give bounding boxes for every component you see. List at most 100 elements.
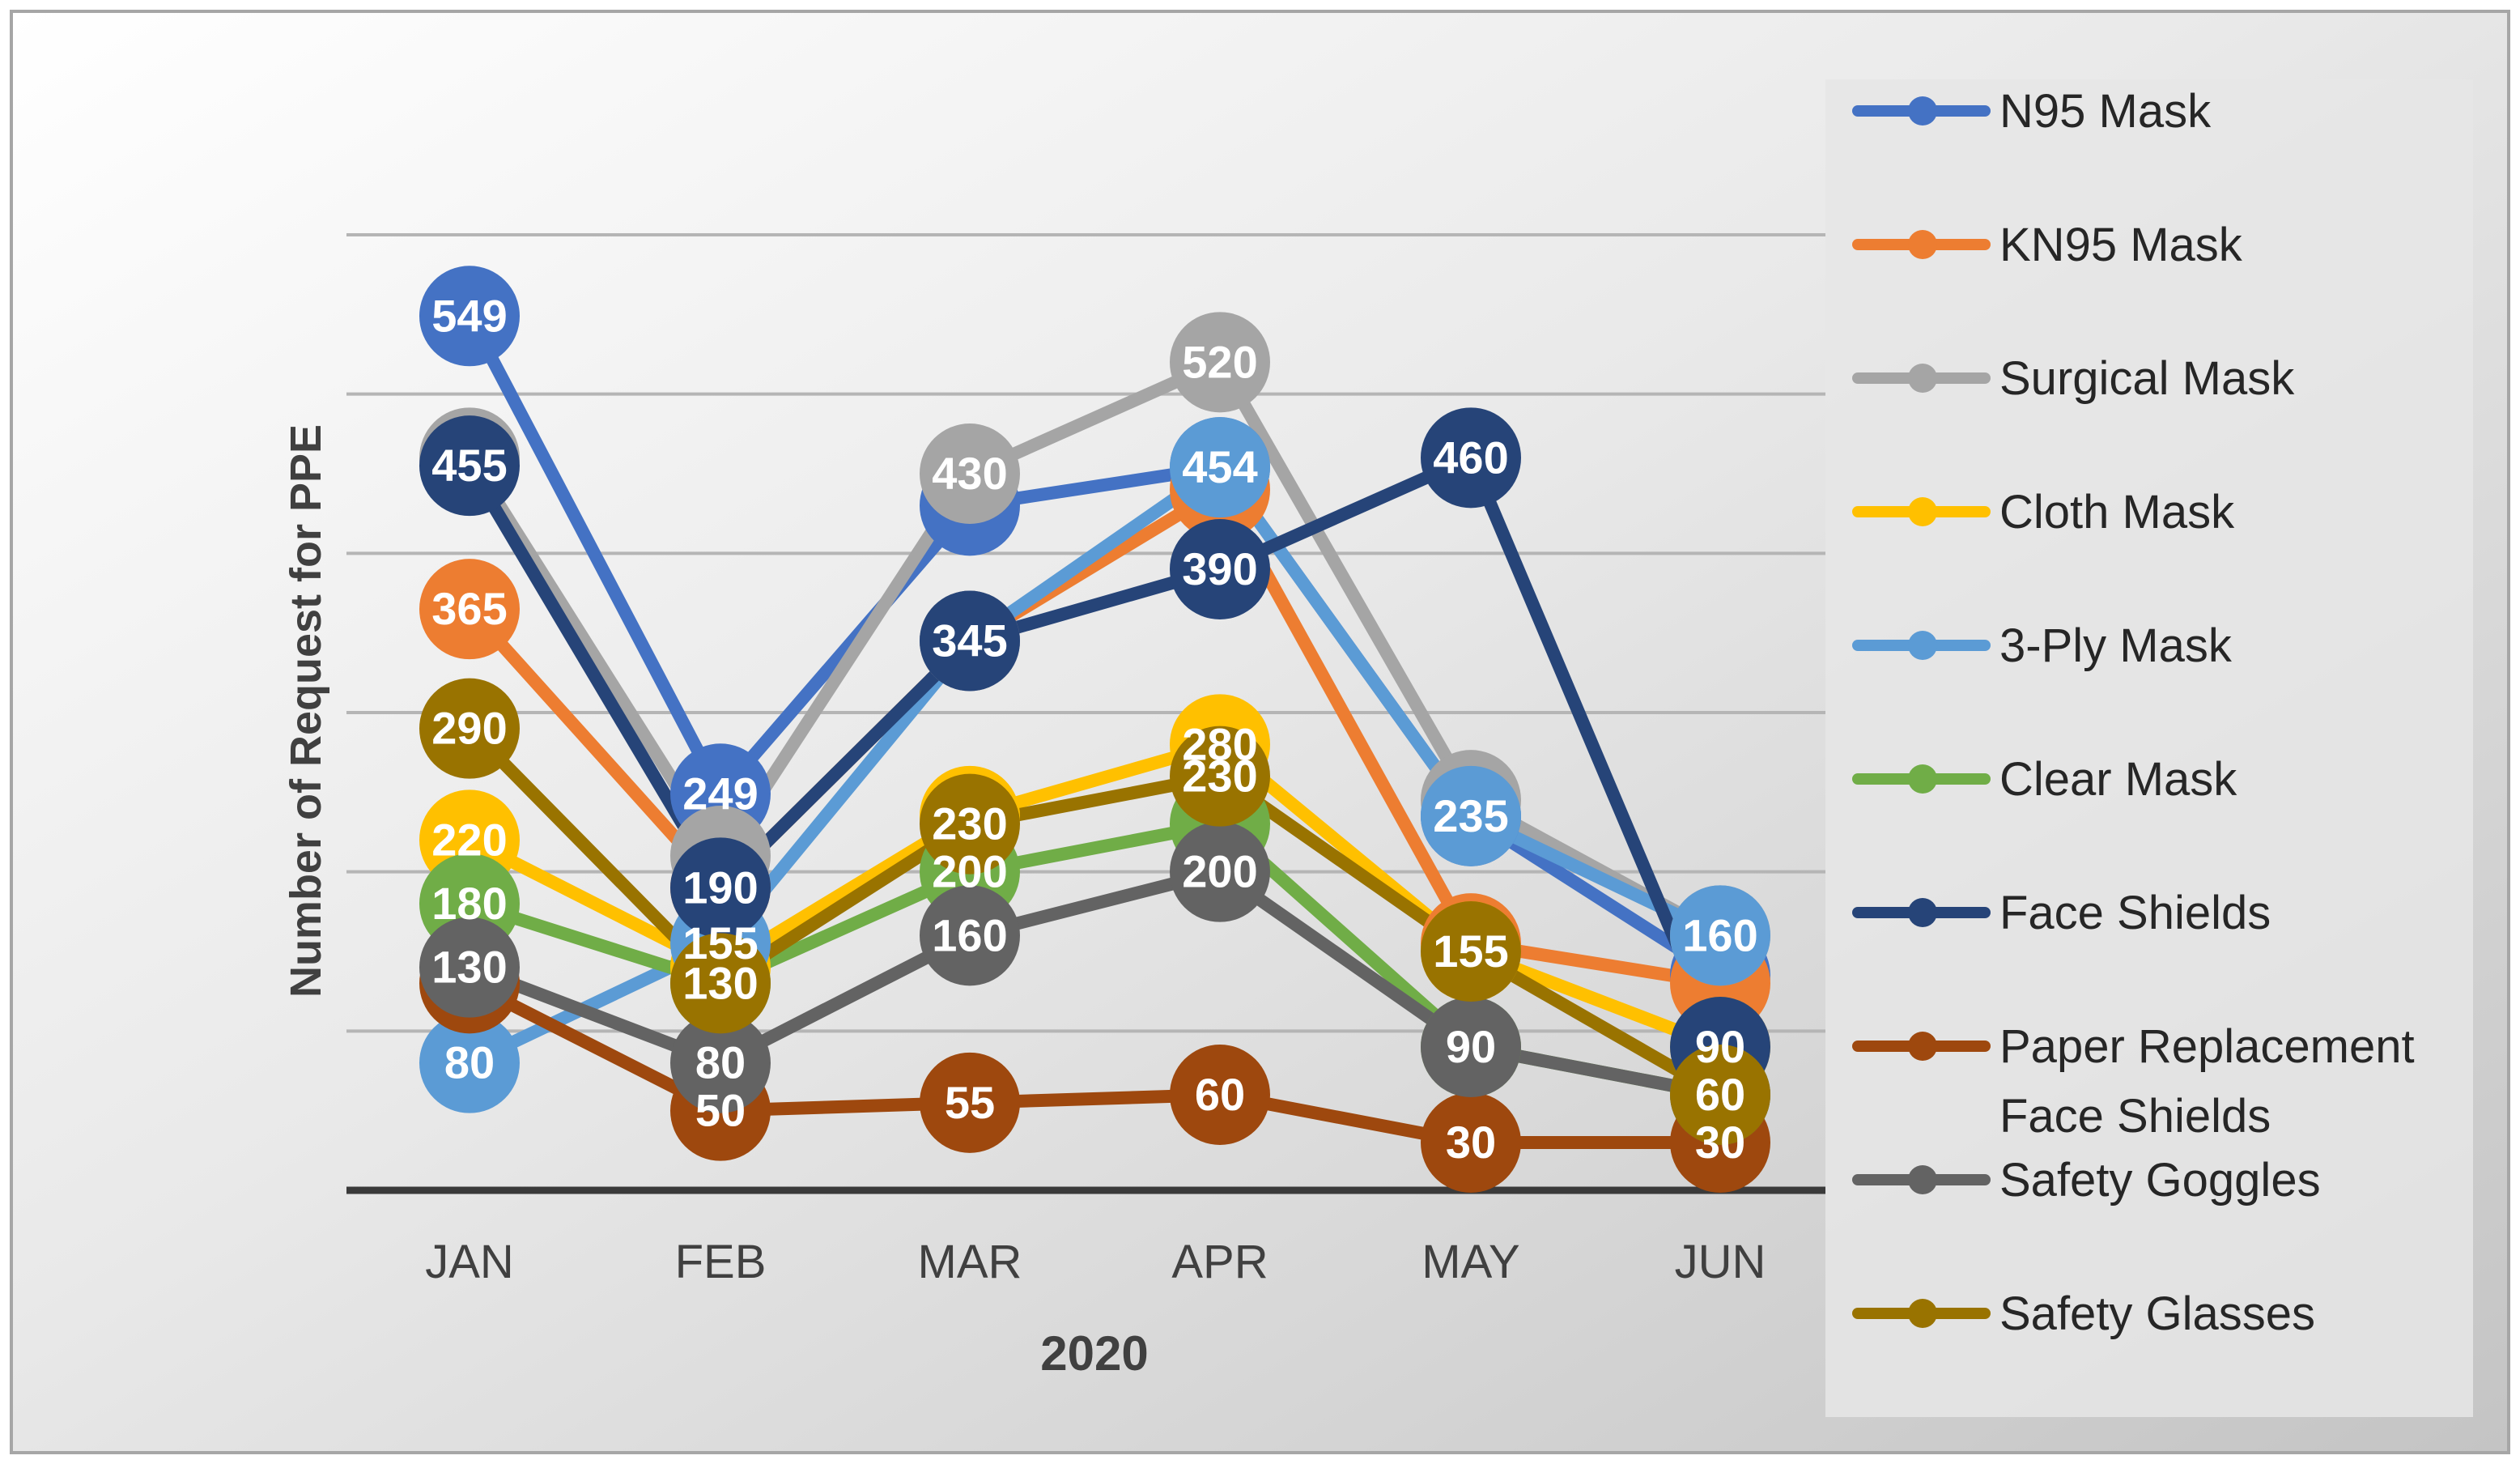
legend-label: N95 Mask — [1999, 85, 2212, 138]
data-point — [670, 1012, 771, 1113]
legend-item: KN95 Mask — [1852, 219, 2243, 271]
data-point — [920, 1052, 1020, 1153]
data-label: 230 — [932, 798, 1007, 849]
data-label: 290 — [431, 703, 507, 754]
data-point — [1421, 407, 1521, 509]
data-label: 235 — [1433, 790, 1508, 841]
legend-item: Paper Replacement Face Shields — [1852, 1020, 2415, 1143]
data-point — [1170, 519, 1270, 619]
data-label: 90 — [1695, 1021, 1745, 1072]
data-point — [1170, 312, 1270, 413]
legend-item: Surgical Mask — [1852, 352, 2295, 405]
data-point — [419, 266, 520, 367]
data-label: 454 — [1182, 441, 1257, 492]
data-label: 200 — [1182, 846, 1257, 897]
data-point — [920, 773, 1020, 875]
data-point — [920, 885, 1020, 986]
data-point — [670, 837, 771, 938]
data-label: 549 — [431, 290, 507, 341]
x-tick-label: MAY — [1421, 1236, 1519, 1288]
data-label: 155 — [1433, 926, 1508, 977]
x-tick-label: JUN — [1675, 1236, 1766, 1288]
data-label: 180 — [431, 878, 507, 929]
legend-item: N95 Mask — [1852, 85, 2212, 138]
legend-label: 3-Ply Mask — [1999, 619, 2233, 672]
legend-marker — [1908, 96, 1937, 126]
data-point — [419, 415, 520, 517]
legend-label: Clear Mask — [1999, 753, 2237, 806]
x-tick-labels: JAN FEB MAR APR MAY JUN — [425, 1236, 1766, 1288]
legend-item: Face Shields — [1852, 887, 2271, 939]
series-layer: 549 249 365 430 520 220 280 80 155 454 235 160 180 20… — [419, 266, 1770, 1193]
legend-label: Surgical Mask — [1999, 352, 2295, 405]
legend-marker — [1908, 898, 1937, 927]
data-label: 160 — [932, 909, 1007, 960]
data-label: 80 — [695, 1037, 746, 1088]
legend-label: Safety Goggles — [1999, 1154, 2321, 1207]
legend-label: KN95 Mask — [1999, 219, 2243, 271]
data-label: 130 — [682, 957, 758, 1008]
data-label: 80 — [444, 1037, 495, 1088]
data-label: 155 — [682, 917, 758, 968]
data-label: 455 — [431, 440, 507, 491]
data-label: 249 — [682, 768, 758, 819]
legend-marker — [1908, 764, 1937, 794]
data-point — [419, 678, 520, 779]
data-point — [1421, 997, 1521, 1097]
series-markers — [419, 266, 1770, 1193]
legend-item: Clear Mask — [1852, 753, 2237, 806]
data-point — [1170, 1045, 1270, 1145]
data-point — [419, 1012, 520, 1113]
data-label: 60 — [1195, 1069, 1245, 1120]
data-label: 130 — [431, 942, 507, 993]
data-label: 430 — [932, 448, 1007, 499]
data-label: 60 — [1695, 1069, 1745, 1120]
y-axis-title: Number of Request for PPE — [282, 424, 330, 998]
x-tick-label: JAN — [425, 1236, 514, 1288]
legend-box — [1825, 79, 2473, 1417]
data-label: 345 — [932, 615, 1007, 666]
data-point — [920, 590, 1020, 692]
data-label: 190 — [682, 862, 758, 913]
data-labels: 549 249 365 430 520 220 280 80 155 454 235 160 180 20… — [431, 290, 1757, 1168]
legend-label: Paper Replacement Face Shields — [1999, 1020, 2415, 1143]
data-point — [1421, 901, 1521, 1002]
x-axis-title: 2020 — [1040, 1326, 1148, 1381]
data-point — [1670, 885, 1770, 986]
data-label: 280 — [1182, 718, 1257, 769]
data-label: 55 — [945, 1077, 995, 1128]
legend-marker — [1908, 1032, 1937, 1061]
legend-label: Face Shields — [1999, 887, 2271, 939]
data-label: 365 — [431, 583, 507, 634]
legend-item: Safety Glasses — [1852, 1287, 2315, 1340]
legend-item: 3-Ply Mask — [1852, 619, 2233, 672]
data-point — [1170, 821, 1270, 922]
legend-marker — [1908, 230, 1937, 259]
data-label: 30 — [1446, 1117, 1496, 1168]
legend-label: Safety Glasses — [1999, 1287, 2315, 1340]
data-point — [1170, 417, 1270, 518]
data-point — [1421, 1092, 1521, 1193]
data-label: 390 — [1182, 543, 1257, 594]
data-point — [419, 917, 520, 1018]
legend-marker — [1908, 497, 1937, 526]
data-point — [1170, 726, 1270, 827]
legend-marker — [1908, 364, 1937, 393]
legend-marker — [1908, 1299, 1937, 1328]
legend-item: Cloth Mask — [1852, 486, 2235, 538]
data-point — [670, 933, 771, 1034]
data-label: 220 — [431, 814, 507, 865]
x-tick-label: MAR — [918, 1236, 1022, 1288]
data-label: 460 — [1433, 432, 1508, 483]
data-label: 30 — [1695, 1117, 1745, 1168]
legend-item: Safety Goggles — [1852, 1154, 2321, 1207]
x-tick-label: FEB — [675, 1236, 767, 1288]
data-label: 90 — [1446, 1021, 1496, 1072]
legend-marker — [1908, 631, 1937, 660]
legend-marker — [1908, 1165, 1937, 1194]
legend-label: Cloth Mask — [1999, 486, 2235, 538]
data-label: 520 — [1182, 336, 1257, 387]
data-point — [1670, 1045, 1770, 1145]
data-label: 50 — [695, 1085, 746, 1136]
